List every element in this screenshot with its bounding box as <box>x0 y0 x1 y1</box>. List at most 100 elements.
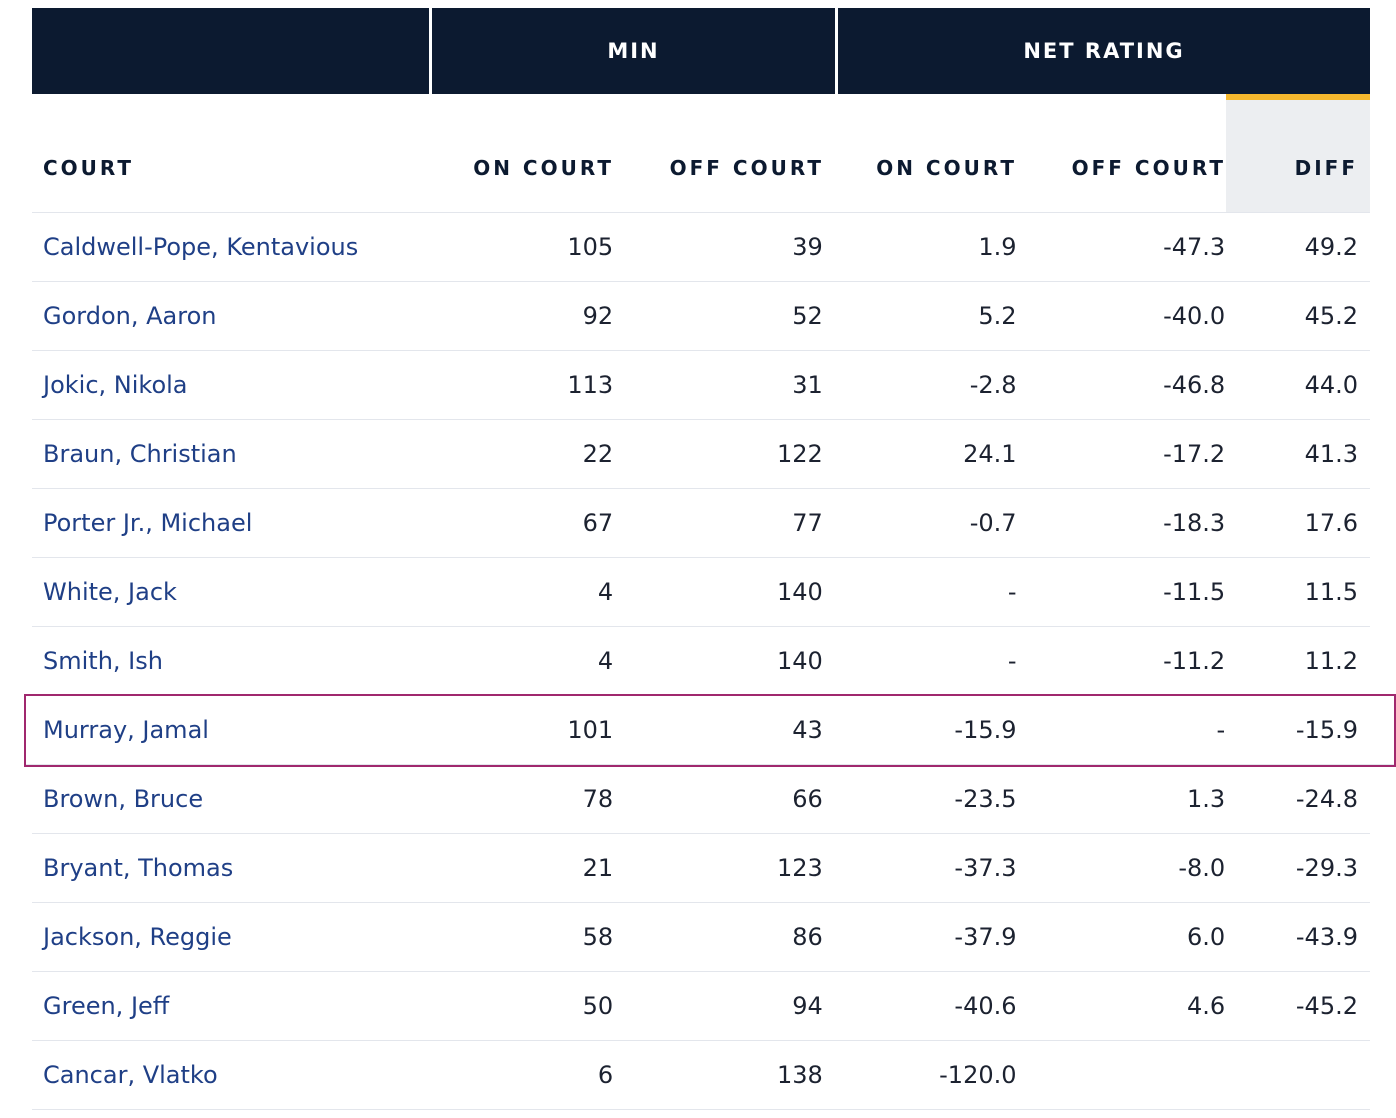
min-on-court-cell: 22 <box>582 440 614 468</box>
group-header-min: MIN <box>432 8 835 94</box>
group-header-net-rating: NET RATING <box>838 8 1370 94</box>
min-on-court-cell: 113 <box>567 371 614 399</box>
net-on-court-cell: -15.9 <box>954 716 1017 744</box>
min-on-court-cell: 92 <box>582 302 614 330</box>
column-header-diff-sorted[interactable]: DIFF <box>1226 94 1370 212</box>
min-off-court-cell: 86 <box>792 923 823 951</box>
net-off-court-cell: -18.3 <box>1163 509 1226 537</box>
min-off-court-cell: 31 <box>792 371 823 399</box>
net-on-court-cell: -2.8 <box>969 371 1017 399</box>
min-off-court-cell: 43 <box>792 716 823 744</box>
net-on-court-cell: 24.1 <box>963 440 1017 468</box>
min-on-court-cell: 78 <box>582 785 614 813</box>
min-on-court-cell: 105 <box>567 233 614 261</box>
min-on-court-cell: 4 <box>597 647 614 675</box>
column-header-net-on-court[interactable]: ON COURT <box>876 156 1017 180</box>
diff-cell: 49.2 <box>1304 233 1358 261</box>
player-name-link[interactable]: Caldwell-Pope, Kentavious <box>43 233 359 261</box>
net-off-court-cell: - <box>1216 716 1226 744</box>
table-row: Cancar, Vlatko 6 138 -120.0 <box>32 1041 1370 1110</box>
min-off-court-cell: 94 <box>792 992 823 1020</box>
net-off-court-cell: 4.6 <box>1187 992 1226 1020</box>
table-row: White, Jack 4 140 - -11.5 11.5 <box>32 558 1370 627</box>
player-name-link[interactable]: Porter Jr., Michael <box>43 509 253 537</box>
table-row: Braun, Christian 22 122 24.1 -17.2 41.3 <box>32 420 1370 489</box>
table-row: Jackson, Reggie 58 86 -37.9 6.0 -43.9 <box>32 903 1370 972</box>
net-off-court-cell: 6.0 <box>1187 923 1226 951</box>
column-header-court[interactable]: COURT <box>43 156 135 180</box>
player-name-link[interactable]: Braun, Christian <box>43 440 237 468</box>
diff-cell: 45.2 <box>1304 302 1358 330</box>
net-off-court-cell: -11.5 <box>1163 578 1226 606</box>
player-name-link[interactable]: Brown, Bruce <box>43 785 204 813</box>
net-off-court-cell: -11.2 <box>1163 647 1226 675</box>
group-header-blank <box>32 8 429 94</box>
table-row: Jokic, Nikola 113 31 -2.8 -46.8 44.0 <box>32 351 1370 420</box>
player-name-link[interactable]: Bryant, Thomas <box>43 854 234 882</box>
table-row: Brown, Bruce 78 66 -23.5 1.3 -24.8 <box>32 765 1370 834</box>
table-row-highlighted: Murray, Jamal 101 43 -15.9 - -15.9 <box>24 694 1396 767</box>
diff-cell: 44.0 <box>1304 371 1358 399</box>
min-off-court-cell: 77 <box>792 509 823 537</box>
column-header-min-off-court[interactable]: OFF COURT <box>669 156 824 180</box>
column-header-net-off-court[interactable]: OFF COURT <box>1071 156 1226 180</box>
column-header-min-on-court[interactable]: ON COURT <box>473 156 614 180</box>
min-on-court-cell: 6 <box>597 1061 614 1089</box>
diff-cell: -29.3 <box>1295 854 1358 882</box>
min-on-court-cell: 58 <box>582 923 614 951</box>
table-row: Bryant, Thomas 21 123 -37.3 -8.0 -29.3 <box>32 834 1370 903</box>
column-header-row: COURT ON COURT OFF COURT ON COURT OFF CO… <box>32 94 1370 213</box>
min-off-court-cell: 140 <box>777 578 823 606</box>
diff-cell: 11.2 <box>1304 647 1358 675</box>
diff-cell: -45.2 <box>1295 992 1358 1020</box>
diff-cell: 17.6 <box>1304 509 1358 537</box>
min-on-court-cell: 101 <box>567 716 614 744</box>
min-on-court-cell: 21 <box>582 854 614 882</box>
player-name-link[interactable]: Gordon, Aaron <box>43 302 217 330</box>
net-off-court-cell: -40.0 <box>1163 302 1226 330</box>
net-off-court-cell: -46.8 <box>1163 371 1226 399</box>
net-on-court-cell: -37.3 <box>954 854 1017 882</box>
player-name-link[interactable]: Smith, Ish <box>43 647 163 675</box>
diff-cell: -24.8 <box>1295 785 1358 813</box>
net-off-court-cell: 1.3 <box>1187 785 1226 813</box>
player-name-link[interactable]: Cancar, Vlatko <box>43 1061 218 1089</box>
player-name-link[interactable]: Murray, Jamal <box>43 716 209 744</box>
on-off-table: MIN NET RATING COURT ON COURT OFF COURT … <box>24 8 1396 1110</box>
table-row: Caldwell-Pope, Kentavious 105 39 1.9 -47.3 49… <box>32 213 1370 282</box>
table-row: Green, Jeff 50 94 -40.6 4.6 -45.2 <box>32 972 1370 1041</box>
table-row: Porter Jr., Michael 67 77 -0.7 -18.3 17.6 <box>32 489 1370 558</box>
net-off-court-cell: -17.2 <box>1163 440 1226 468</box>
net-on-court-cell: -0.7 <box>969 509 1017 537</box>
net-on-court-cell: - <box>1007 647 1017 675</box>
min-off-court-cell: 39 <box>792 233 823 261</box>
net-on-court-cell: -37.9 <box>954 923 1017 951</box>
player-name-link[interactable]: White, Jack <box>43 578 177 606</box>
min-on-court-cell: 67 <box>582 509 614 537</box>
min-on-court-cell: 4 <box>597 578 614 606</box>
player-name-link[interactable]: Jokic, Nikola <box>43 371 188 399</box>
player-name-link[interactable]: Green, Jeff <box>43 992 170 1020</box>
diff-cell: -43.9 <box>1295 923 1358 951</box>
table-row: Smith, Ish 4 140 - -11.2 11.2 <box>32 627 1370 696</box>
net-on-court-cell: 5.2 <box>978 302 1017 330</box>
net-off-court-cell: -47.3 <box>1163 233 1226 261</box>
min-off-court-cell: 122 <box>777 440 823 468</box>
net-off-court-cell: -8.0 <box>1178 854 1226 882</box>
min-off-court-cell: 66 <box>792 785 823 813</box>
diff-cell: 41.3 <box>1304 440 1358 468</box>
group-header-row: MIN NET RATING <box>32 8 1370 94</box>
min-off-court-cell: 123 <box>777 854 823 882</box>
min-off-court-cell: 52 <box>792 302 823 330</box>
diff-cell: 11.5 <box>1304 578 1358 606</box>
min-off-court-cell: 138 <box>777 1061 823 1089</box>
player-name-link[interactable]: Jackson, Reggie <box>43 923 232 951</box>
min-off-court-cell: 140 <box>777 647 823 675</box>
min-on-court-cell: 50 <box>582 992 614 1020</box>
net-on-court-cell: 1.9 <box>978 233 1017 261</box>
net-on-court-cell: - <box>1007 578 1017 606</box>
net-on-court-cell: -120.0 <box>939 1061 1017 1089</box>
diff-cell: -15.9 <box>1295 716 1358 744</box>
net-on-court-cell: -40.6 <box>954 992 1017 1020</box>
table-row: Gordon, Aaron 92 52 5.2 -40.0 45.2 <box>32 282 1370 351</box>
